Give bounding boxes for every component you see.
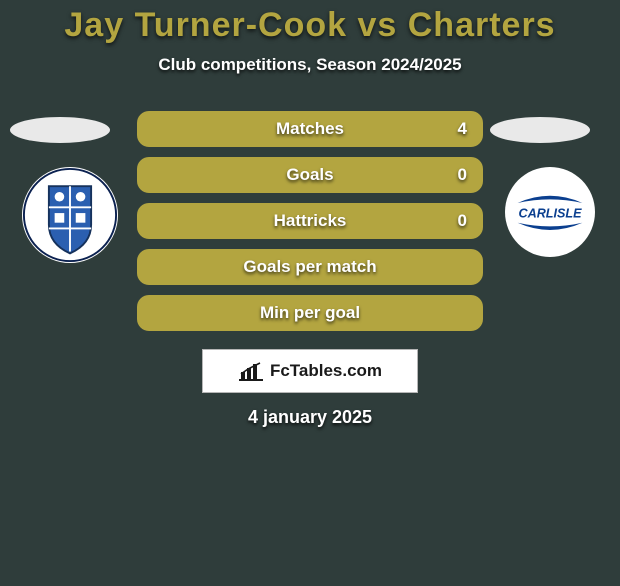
footer-date: 4 january 2025 [0, 407, 620, 428]
stat-label: Hattricks [274, 211, 347, 231]
stat-bar: Hattricks 0 [137, 203, 483, 239]
player-right-ellipse [490, 117, 590, 143]
stat-bar: Goals per match [137, 249, 483, 285]
stat-label: Goals [286, 165, 333, 185]
stat-label: Matches [276, 119, 344, 139]
stat-bar: Goals 0 [137, 157, 483, 193]
stat-value: 0 [458, 211, 467, 231]
footer-date-text: 4 january 2025 [248, 407, 372, 427]
page-title: Jay Turner-Cook vs Charters [0, 6, 620, 45]
stats-bars: Matches 4 Goals 0 Hattricks 0 Goals per match M… [137, 111, 483, 331]
club-badge-left [22, 167, 118, 263]
subtitle: Club competitions, Season 2024/2025 [0, 55, 620, 75]
fctables-text: FcTables.com [270, 361, 382, 381]
comparison-content: CARLISLE Matches 4 Goals 0 Hattricks 0 Goals p… [0, 111, 620, 393]
fctables-logo-box: FcTables.com [202, 349, 418, 393]
stat-label: Min per goal [260, 303, 360, 323]
carlisle-label: CARLISLE [519, 206, 583, 220]
stat-bar: Min per goal [137, 295, 483, 331]
stat-value: 0 [458, 165, 467, 185]
club-badge-right: CARLISLE [505, 167, 595, 257]
subtitle-text: Club competitions, Season 2024/2025 [158, 55, 461, 74]
stat-bar: Matches 4 [137, 111, 483, 147]
stat-value: 4 [458, 119, 467, 139]
stat-label: Goals per match [243, 257, 376, 277]
player-left-ellipse [10, 117, 110, 143]
tranmere-crest-icon [22, 167, 118, 263]
bar-chart-icon [238, 361, 264, 381]
carlisle-crest-icon: CARLISLE [505, 167, 595, 257]
title-text: Jay Turner-Cook vs Charters [64, 6, 555, 44]
fctables-logo: FcTables.com [238, 361, 382, 381]
